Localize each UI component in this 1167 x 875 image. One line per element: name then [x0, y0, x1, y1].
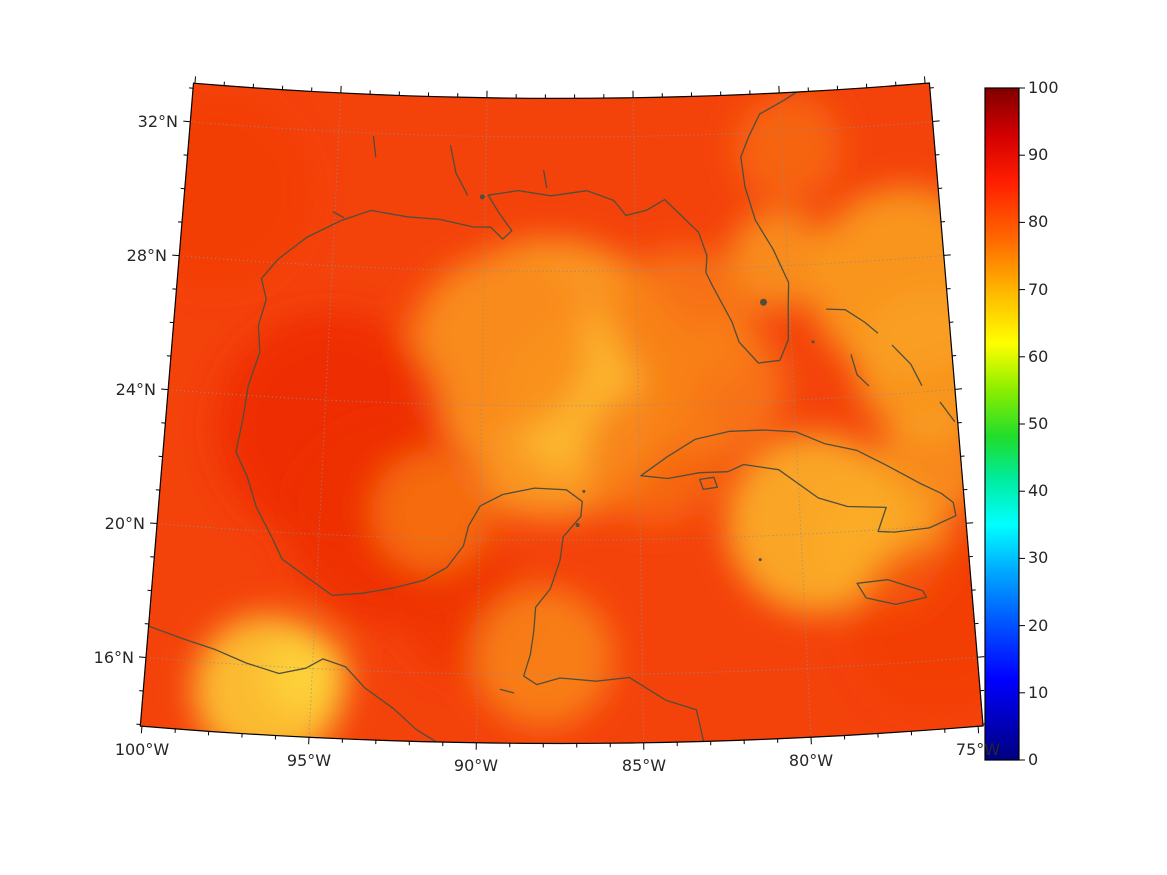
lat-tick-label-20n: 20°N — [104, 514, 145, 533]
colorbar-tick-label-90: 90 — [1028, 145, 1049, 164]
colorbar-tick-label-40: 40 — [1028, 481, 1049, 500]
colorbar-tick-label-80: 80 — [1028, 212, 1049, 231]
lon-tick-label-95w: 95°W — [286, 751, 332, 770]
lon-tick-label-80w: 80°W — [788, 751, 834, 770]
lat-tick-label-28n: 28°N — [126, 246, 167, 265]
lat-tick-label-32n: 32°N — [137, 112, 178, 131]
lat-tick-label-24n: 24°N — [115, 380, 156, 399]
colorbar — [984, 87, 1025, 761]
lon-tick-label-100w: 100°W — [114, 740, 170, 759]
colorbar-tick-label-30: 30 — [1028, 548, 1049, 567]
map-area — [136, 76, 987, 750]
heat-field — [140, 83, 984, 744]
frame-ticks — [136, 76, 987, 750]
lon-tick-label-90w: 90°W — [453, 756, 499, 775]
colorbar-ticks — [1019, 87, 1025, 761]
colorbar-tick-label-0: 0 — [1028, 750, 1039, 769]
colorbar-tick-label-100: 100 — [1028, 78, 1059, 97]
colorbar-gradient — [984, 87, 1020, 761]
lon-tick-label-75w: 75°W — [955, 740, 1001, 759]
lat-tick-label-16n: 16°N — [93, 648, 134, 667]
colorbar-tick-label-60: 60 — [1028, 347, 1049, 366]
lon-tick-label-85w: 85°W — [621, 756, 667, 775]
colorbar-tick-label-70: 70 — [1028, 280, 1049, 299]
colorbar-tick-label-10: 10 — [1028, 683, 1049, 702]
colorbar-tick-label-50: 50 — [1028, 414, 1049, 433]
graticule — [145, 92, 978, 743]
colorbar-tick-label-20: 20 — [1028, 616, 1049, 635]
coastlines — [146, 85, 957, 744]
map-frame — [139, 82, 984, 745]
